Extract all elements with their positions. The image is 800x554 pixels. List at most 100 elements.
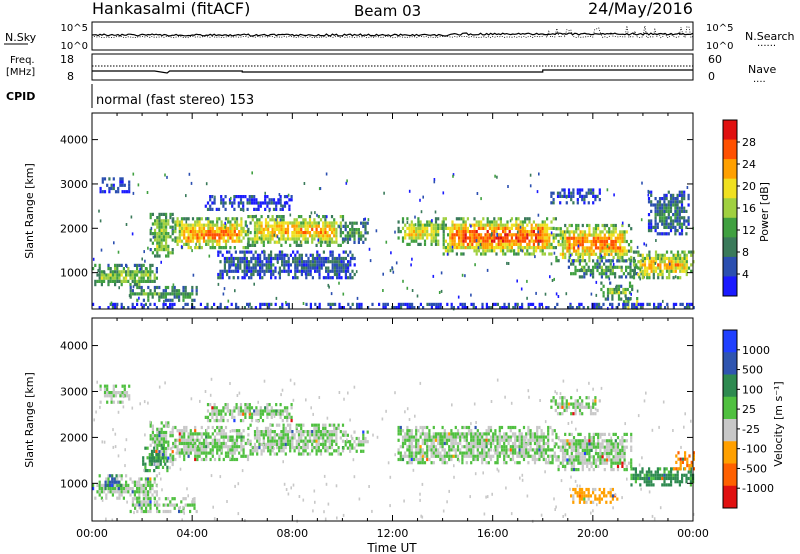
heatmap-cell xyxy=(171,430,174,435)
heatmap-cell xyxy=(290,198,293,202)
heatmap-cell xyxy=(297,423,301,427)
heatmap-cell xyxy=(322,426,325,430)
heatmap-cell xyxy=(475,252,478,256)
heatmap-cell xyxy=(543,239,546,243)
heatmap-cell xyxy=(116,276,119,280)
heatmap-cell xyxy=(116,496,119,500)
heatmap-cell xyxy=(485,454,488,458)
heatmap-cell xyxy=(307,263,310,267)
heatmap-cell xyxy=(586,239,589,244)
heatmap-cell xyxy=(261,419,265,423)
heatmap-cell xyxy=(198,236,201,240)
heatmap-cell xyxy=(463,451,466,455)
heatmap-cell xyxy=(442,242,445,246)
heatmap-cell xyxy=(583,194,586,198)
heatmap-cell xyxy=(254,250,257,254)
heatmap-cell xyxy=(270,269,273,273)
heatmap-cell xyxy=(200,246,203,250)
heatmap-cell xyxy=(149,263,152,267)
heatmap-cell xyxy=(341,423,345,427)
heatmap-cell xyxy=(318,266,321,270)
heatmap-cell xyxy=(434,233,438,237)
heatmap-cell xyxy=(140,273,143,277)
heatmap-cell xyxy=(206,419,210,423)
heatmap-cell xyxy=(180,220,184,224)
freq-line xyxy=(92,69,693,74)
heatmap-cell xyxy=(346,231,349,235)
heatmap-cell xyxy=(527,432,530,436)
heatmap-cell xyxy=(240,220,243,224)
heatmap-cell xyxy=(224,306,227,310)
heatmap-cell xyxy=(500,448,504,452)
heatmap-cell xyxy=(294,266,297,270)
heatmap-cell xyxy=(434,217,438,221)
heatmap-cell xyxy=(117,391,120,395)
heatmap-cell xyxy=(160,228,163,232)
heatmap-cell xyxy=(189,239,192,243)
heatmap-cell xyxy=(189,441,192,446)
heatmap-cell xyxy=(224,454,228,458)
heatmap-cell xyxy=(683,263,686,267)
heatmap-cell xyxy=(575,259,578,263)
heatmap-cell xyxy=(317,426,320,430)
heatmap-cell xyxy=(331,269,334,273)
heatmap-cell xyxy=(627,306,630,310)
heatmap-cell xyxy=(599,259,602,263)
heatmap-cell xyxy=(308,218,312,222)
heatmap-cell xyxy=(125,276,128,280)
heatmap-cell xyxy=(196,233,199,237)
heatmap-cell xyxy=(191,438,195,442)
heatmap-cell xyxy=(119,394,122,398)
heatmap-cell xyxy=(360,440,363,444)
heatmap-cell xyxy=(625,239,628,244)
heatmap-cell xyxy=(211,239,214,243)
heatmap-cell xyxy=(280,442,283,446)
heatmap-cell xyxy=(218,445,221,449)
heatmap-cell xyxy=(366,430,369,434)
heatmap-cell xyxy=(594,233,598,237)
heatmap-cell xyxy=(180,500,183,504)
heatmap-cell xyxy=(505,454,508,458)
heatmap-cell xyxy=(280,204,282,208)
heatmap-cell xyxy=(129,487,132,491)
heatmap-cell xyxy=(503,457,506,462)
heatmap-cell xyxy=(516,279,518,283)
heatmap-cell xyxy=(171,285,174,290)
heatmap-cell xyxy=(304,439,307,443)
heatmap-cell xyxy=(291,224,294,228)
heatmap-cell xyxy=(103,387,107,391)
heatmap-cell xyxy=(313,430,316,434)
heatmap-cell xyxy=(125,190,129,194)
heatmap-cell xyxy=(327,269,330,273)
heatmap-cell xyxy=(605,249,609,253)
heatmap-cell xyxy=(330,446,334,450)
heatmap-cell xyxy=(455,242,458,246)
heatmap-cell xyxy=(264,221,268,225)
heatmap-cell xyxy=(111,270,114,274)
heatmap-cell xyxy=(473,239,476,243)
heatmap-cell xyxy=(315,231,318,235)
heatmap-cell xyxy=(327,272,330,277)
heatmap-cell xyxy=(220,220,223,224)
heatmap-cell xyxy=(546,236,549,240)
heatmap-cell xyxy=(247,433,250,437)
heatmap-cell xyxy=(200,441,203,446)
heatmap-cell xyxy=(336,276,339,280)
heatmap-cell xyxy=(448,445,451,449)
heatmap-cell xyxy=(462,246,465,250)
heatmap-cell xyxy=(158,222,161,226)
heatmap-cell xyxy=(556,194,560,198)
heatmap-cell xyxy=(107,276,110,280)
heatmap-cell xyxy=(250,306,253,310)
heatmap-cell xyxy=(679,266,682,270)
heatmap-cell xyxy=(435,302,438,306)
heatmap-cell xyxy=(441,445,444,449)
heatmap-cell xyxy=(126,264,128,268)
heatmap-cell xyxy=(442,239,445,243)
heatmap-cell xyxy=(185,239,188,243)
heatmap-cell xyxy=(463,445,466,449)
heatmap-cell xyxy=(340,266,343,270)
heatmap-cell xyxy=(287,256,290,261)
heatmap-cell xyxy=(246,201,249,205)
heatmap-cell xyxy=(331,256,334,261)
